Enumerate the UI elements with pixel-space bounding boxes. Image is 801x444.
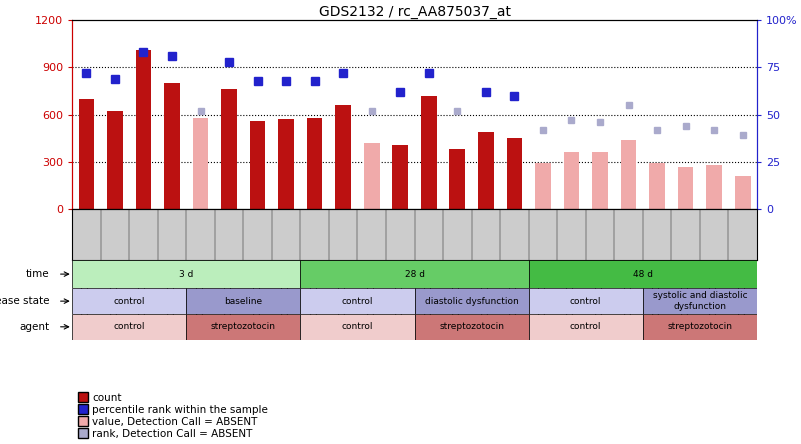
Bar: [642, 288, 757, 314]
Text: streptozotocin: streptozotocin: [211, 322, 276, 331]
Bar: [300, 260, 529, 288]
Text: control: control: [342, 297, 373, 305]
Bar: [72, 314, 186, 340]
Bar: [221, 89, 237, 209]
Text: control: control: [342, 322, 373, 331]
Bar: [506, 138, 522, 209]
Text: 3 d: 3 d: [179, 270, 193, 278]
Text: streptozotocin: streptozotocin: [667, 322, 732, 331]
Text: streptozotocin: streptozotocin: [439, 322, 504, 331]
Bar: [415, 314, 529, 340]
Text: systolic and diastolic
dysfunction: systolic and diastolic dysfunction: [653, 291, 747, 311]
Bar: [529, 314, 642, 340]
Bar: [650, 163, 665, 209]
Bar: [164, 83, 179, 209]
Bar: [421, 95, 437, 209]
Bar: [300, 288, 415, 314]
Bar: [535, 163, 551, 209]
Bar: [186, 288, 300, 314]
Bar: [336, 105, 351, 209]
Text: baseline: baseline: [224, 297, 263, 305]
Text: 48 d: 48 d: [633, 270, 653, 278]
Bar: [592, 152, 608, 209]
Title: GDS2132 / rc_AA875037_at: GDS2132 / rc_AA875037_at: [319, 5, 510, 19]
Bar: [135, 50, 151, 209]
Text: disease state: disease state: [0, 296, 50, 306]
Bar: [72, 260, 300, 288]
Bar: [107, 111, 123, 209]
Bar: [186, 314, 300, 340]
Bar: [392, 145, 408, 209]
Bar: [193, 118, 208, 209]
Bar: [735, 176, 751, 209]
Text: control: control: [570, 322, 602, 331]
Bar: [529, 288, 642, 314]
Bar: [449, 149, 465, 209]
Bar: [642, 314, 757, 340]
Text: agent: agent: [19, 322, 50, 332]
Text: time: time: [26, 269, 50, 279]
Text: 28 d: 28 d: [405, 270, 425, 278]
Bar: [706, 165, 722, 209]
Legend: count, percentile rank within the sample, value, Detection Call = ABSENT, rank, : count, percentile rank within the sample…: [78, 392, 268, 439]
Bar: [250, 121, 265, 209]
Bar: [364, 143, 380, 209]
Bar: [564, 152, 579, 209]
Bar: [621, 140, 636, 209]
Bar: [307, 118, 323, 209]
Bar: [300, 314, 415, 340]
Text: control: control: [114, 322, 145, 331]
Bar: [478, 132, 493, 209]
Text: control: control: [114, 297, 145, 305]
Bar: [78, 99, 95, 209]
Bar: [415, 288, 529, 314]
Bar: [72, 288, 186, 314]
Bar: [278, 119, 294, 209]
Text: diastolic dysfunction: diastolic dysfunction: [425, 297, 518, 305]
Bar: [678, 166, 694, 209]
Bar: [529, 260, 757, 288]
Text: control: control: [570, 297, 602, 305]
